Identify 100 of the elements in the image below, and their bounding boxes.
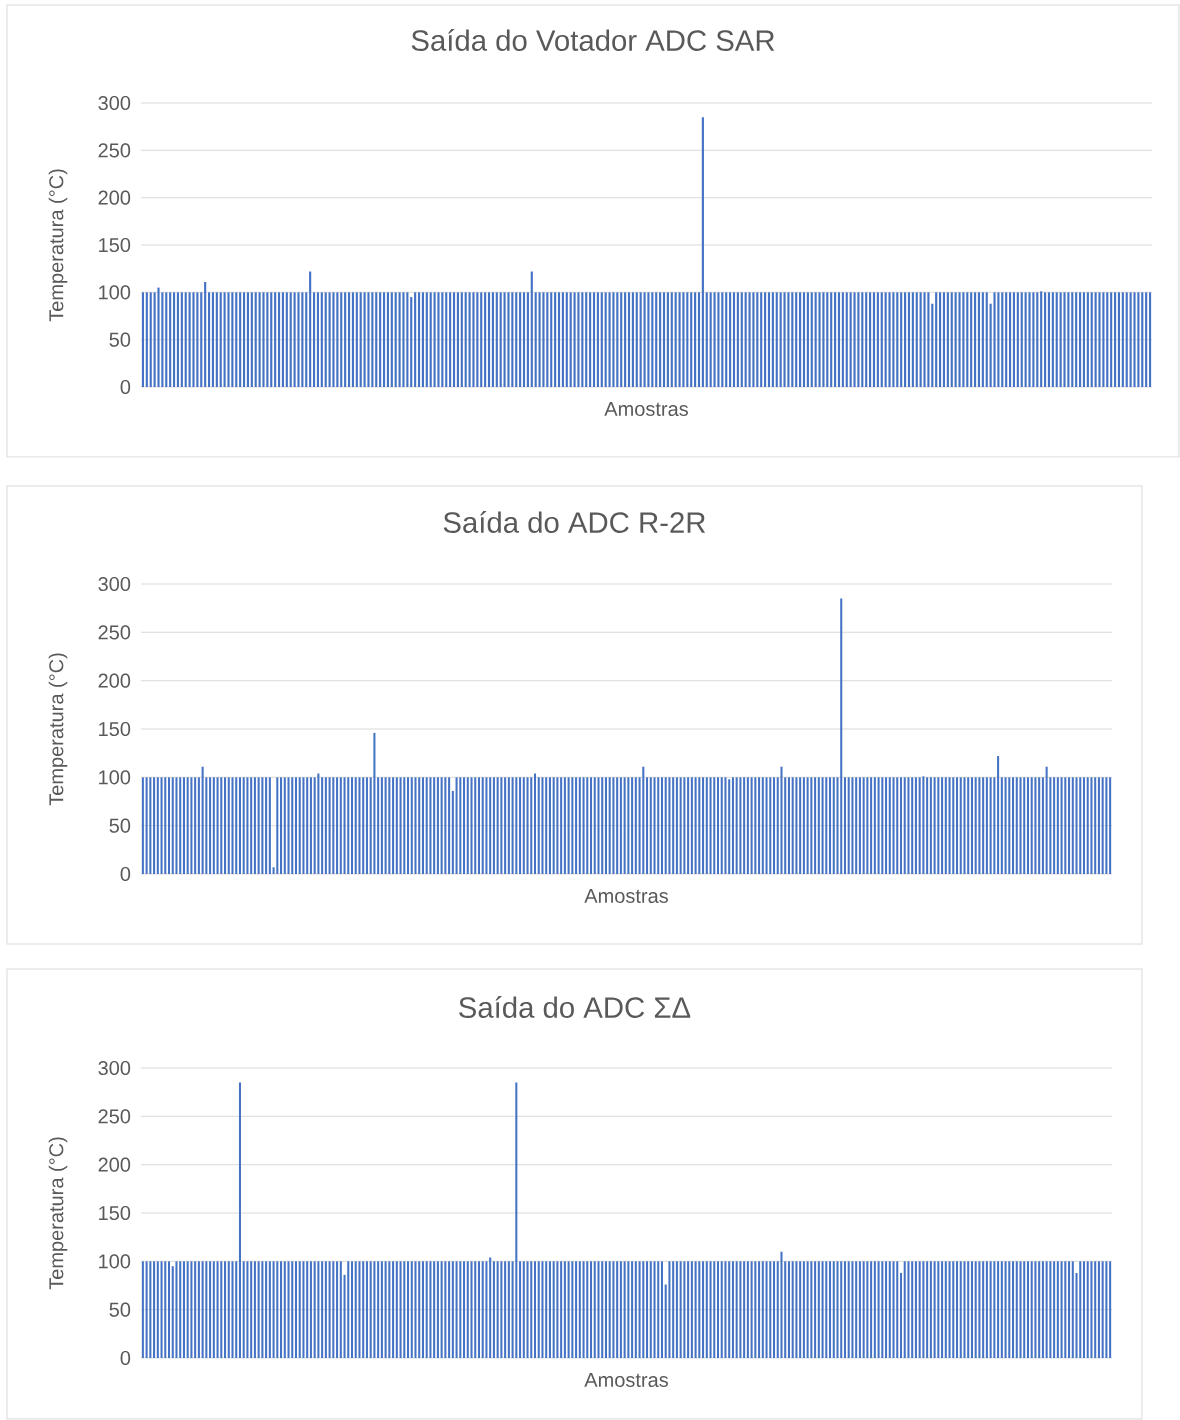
bar <box>261 777 264 875</box>
bar <box>306 777 309 875</box>
bar <box>425 292 428 388</box>
bar <box>1056 777 1059 875</box>
bar <box>634 777 637 875</box>
bar <box>1105 777 1108 875</box>
bar <box>743 1261 746 1359</box>
bar <box>365 1261 368 1359</box>
bar <box>855 1261 858 1359</box>
bar <box>328 777 331 875</box>
bar <box>586 777 589 875</box>
bar <box>358 777 361 875</box>
bar <box>548 777 551 875</box>
bar <box>563 777 566 875</box>
bar <box>418 777 421 875</box>
bar <box>164 1261 167 1359</box>
bar <box>837 292 841 388</box>
bar <box>519 1261 522 1359</box>
bar <box>277 292 281 388</box>
bar <box>205 1261 208 1359</box>
y-tick-label: 150 <box>99 1205 131 1221</box>
bar <box>449 292 452 388</box>
bar <box>752 292 755 388</box>
bar <box>1051 292 1054 388</box>
bar <box>507 777 510 875</box>
bar <box>464 292 467 388</box>
bar <box>429 1261 432 1359</box>
bar <box>1086 777 1089 875</box>
bar <box>417 292 421 388</box>
bar <box>1071 1261 1074 1359</box>
bar <box>317 773 320 875</box>
bar <box>336 292 339 388</box>
bar <box>460 292 463 388</box>
bar <box>1090 292 1093 388</box>
bar <box>862 777 865 875</box>
y-tick-label: 50 <box>109 818 131 833</box>
bar <box>799 292 802 388</box>
y-tick-label: 100 <box>99 770 131 785</box>
bar <box>1102 292 1105 388</box>
bar <box>954 292 957 388</box>
bar <box>585 292 588 388</box>
bar <box>1110 292 1113 388</box>
bar <box>1067 292 1070 388</box>
bar <box>892 777 895 875</box>
bar <box>937 777 940 875</box>
bar <box>750 777 753 875</box>
bar <box>978 777 981 875</box>
bar <box>480 292 483 388</box>
bar <box>769 1261 772 1359</box>
bar <box>881 1261 884 1359</box>
bar <box>870 777 873 875</box>
bar <box>702 1261 705 1359</box>
bar <box>1113 292 1117 388</box>
bar <box>500 1261 503 1359</box>
bar <box>904 292 907 388</box>
bar <box>915 292 918 388</box>
bar <box>604 292 607 388</box>
bar <box>686 292 689 388</box>
bar <box>395 1261 398 1359</box>
bar <box>410 297 413 388</box>
bar <box>414 777 417 875</box>
bar <box>952 777 955 875</box>
bar <box>274 292 277 388</box>
bar <box>634 1261 637 1359</box>
bar <box>841 292 844 388</box>
bar <box>843 777 846 875</box>
bar <box>1075 777 1078 875</box>
bar <box>472 292 475 388</box>
bar <box>495 292 498 388</box>
bar <box>869 292 872 388</box>
bar <box>922 1261 925 1359</box>
bar <box>563 1261 566 1359</box>
bar <box>567 1261 570 1359</box>
chart-title: Saída do ADC ΣΔ <box>459 996 691 1018</box>
bar <box>1024 292 1027 388</box>
bar <box>713 292 716 388</box>
bar <box>1008 777 1011 875</box>
bar <box>657 777 660 875</box>
bar <box>646 777 649 875</box>
chart-title: Saída do ADC R-2R <box>443 511 706 533</box>
bar <box>485 1261 488 1359</box>
bar <box>440 1261 443 1359</box>
bar <box>219 292 222 388</box>
bar <box>463 777 466 875</box>
bar <box>612 1261 615 1359</box>
bar <box>1101 777 1104 875</box>
bar <box>967 777 970 875</box>
bar <box>474 777 477 875</box>
bar <box>670 292 673 388</box>
bar <box>239 292 242 388</box>
bar <box>662 292 666 388</box>
bar <box>1071 777 1074 875</box>
bar <box>858 1261 861 1359</box>
bar <box>948 1261 951 1359</box>
bar <box>1097 1261 1100 1359</box>
bar <box>623 1261 626 1359</box>
bar <box>302 777 305 875</box>
bar <box>993 1261 996 1359</box>
bar <box>724 1261 727 1359</box>
bar <box>907 777 910 875</box>
